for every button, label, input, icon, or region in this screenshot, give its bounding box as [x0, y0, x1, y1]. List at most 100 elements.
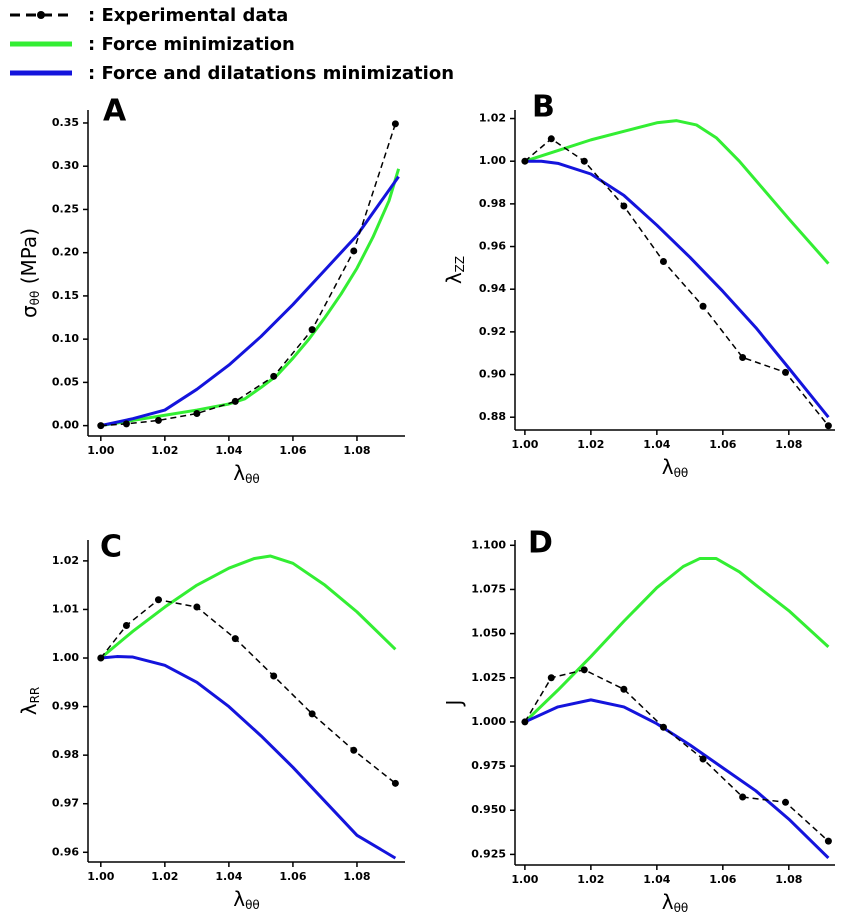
y-tick-label: 0.88: [479, 410, 506, 423]
x-axis-label-sub: θθ: [674, 466, 689, 480]
data-point: [699, 755, 707, 763]
data-point: [308, 710, 316, 718]
x-tick-label: 1.08: [775, 873, 802, 886]
data-point: [620, 685, 628, 693]
panel-label: B: [532, 90, 555, 125]
y-tick-label: 0.99: [52, 700, 79, 713]
data-point: [391, 120, 399, 128]
y-axis-label-main: λ: [17, 703, 41, 715]
y-tick-label: 0.90: [479, 368, 506, 381]
data-point: [659, 723, 667, 731]
model-line: [99, 554, 397, 660]
data-point: [620, 202, 628, 210]
data-point: [193, 603, 201, 611]
y-axis-label-sub: θθ: [28, 291, 42, 306]
model-line: [100, 175, 400, 428]
panel-label: D: [528, 526, 553, 561]
data-point: [824, 422, 832, 430]
x-axis-label-sub: θθ: [245, 898, 260, 912]
x-tick-label: 1.00: [511, 438, 538, 451]
y-tick-label: 1.00: [52, 651, 79, 664]
x-axis-label-main: λ: [662, 455, 674, 479]
panel-label: A: [103, 94, 127, 129]
x-axis-label: λθθ: [662, 890, 689, 915]
x-axis-label-main: λ: [233, 887, 245, 911]
legend-label: : Experimental data: [88, 5, 288, 26]
x-tick-label: 1.08: [775, 438, 802, 451]
experimental-line: [100, 123, 397, 427]
data-point: [231, 397, 239, 405]
y-tick-label: 0.925: [471, 847, 506, 860]
x-tick-label: 1.06: [709, 873, 736, 886]
y-tick-label: 1.050: [471, 627, 506, 640]
model-line: [100, 168, 401, 428]
experimental-line: [100, 598, 396, 784]
data-point: [824, 837, 832, 845]
data-point: [231, 635, 239, 643]
data-point: [659, 257, 667, 265]
y-tick-label: 1.075: [471, 582, 506, 595]
y-tick-label: 0.98: [479, 197, 506, 210]
data-point: [580, 157, 588, 165]
y-tick-label: 0.98: [52, 748, 79, 761]
model-line: [524, 159, 830, 419]
y-tick-label: 0.94: [479, 282, 506, 295]
x-tick-label: 1.08: [343, 870, 370, 883]
data-point: [193, 410, 201, 418]
legend-label: : Force and dilatations minimization: [88, 63, 454, 84]
data-point: [739, 793, 747, 801]
x-tick-label: 1.00: [87, 444, 114, 457]
y-axis-label-sub: ZZ: [453, 256, 467, 272]
x-tick-label: 1.06: [279, 870, 306, 883]
y-tick-label: 0.30: [52, 159, 79, 172]
model-line: [100, 655, 397, 860]
x-tick-label: 1.06: [279, 444, 306, 457]
model-line: [524, 119, 830, 265]
x-tick-label: 1.02: [151, 870, 178, 883]
x-axis-label-sub: θθ: [245, 472, 260, 486]
x-tick-label: 1.04: [643, 438, 670, 451]
experimental-line: [524, 138, 829, 427]
x-axis-label: λθθ: [233, 887, 260, 912]
x-tick-label: 1.08: [343, 444, 370, 457]
x-tick-label: 1.00: [87, 870, 114, 883]
data-point: [122, 420, 130, 428]
y-tick-label: 0.20: [52, 246, 79, 259]
data-point: [521, 157, 529, 165]
y-tick-label: 0.96: [52, 845, 79, 858]
y-tick-label: 0.97: [52, 797, 79, 810]
x-tick-label: 1.00: [511, 873, 538, 886]
data-point: [270, 672, 278, 680]
data-point: [97, 654, 105, 662]
x-axis-label: λθθ: [662, 455, 689, 480]
y-tick-label: 1.02: [52, 554, 79, 567]
x-axis-label-main: λ: [662, 890, 674, 914]
data-point: [97, 422, 105, 430]
data-point: [782, 368, 790, 376]
y-tick-label: 0.35: [52, 116, 79, 129]
y-tick-label: 1.100: [471, 538, 506, 551]
data-point: [699, 302, 707, 310]
y-axis-label-main: λ: [442, 272, 466, 284]
x-tick-label: 1.04: [215, 444, 242, 457]
y-tick-label: 1.025: [471, 671, 506, 684]
y-tick-label: 0.96: [479, 240, 506, 253]
model-line: [524, 698, 830, 860]
data-point: [154, 596, 162, 604]
data-point: [782, 798, 790, 806]
x-tick-label: 1.06: [709, 438, 736, 451]
data-point: [122, 621, 130, 629]
data-point: [547, 135, 555, 143]
data-point: [350, 247, 358, 255]
x-tick-label: 1.02: [577, 438, 604, 451]
y-axis-label: J: [442, 700, 466, 708]
y-tick-label: 1.000: [471, 715, 506, 728]
data-point: [308, 326, 316, 334]
data-point: [521, 718, 529, 726]
y-tick-label: 1.02: [479, 112, 506, 125]
y-axis-label: λRR: [17, 687, 42, 716]
y-tick-label: 1.01: [52, 602, 79, 615]
legend-label: : Force minimization: [88, 34, 295, 55]
y-tick-label: 0.975: [471, 759, 506, 772]
